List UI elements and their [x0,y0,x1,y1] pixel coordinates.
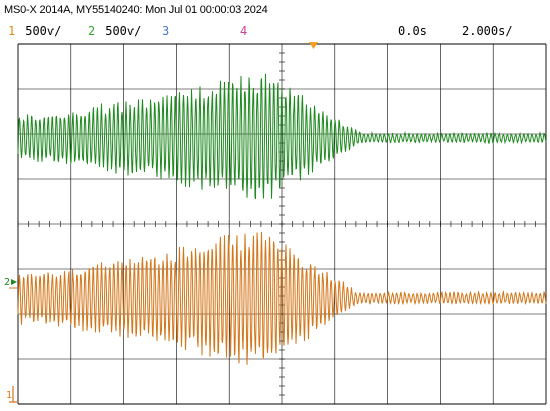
time-delay-readout[interactable]: 0.0s [398,24,427,38]
graticule [17,43,547,405]
waveform-traces [17,73,547,365]
channel-1-marker-label: 1 [6,390,12,401]
channel-2-ground-marker[interactable]: 2 [4,277,17,289]
channel-1-setting[interactable]: 1 500ѵ/ [8,24,61,39]
channel-4-setting[interactable]: 4 [240,24,257,38]
channel-2-marker-label: 2 [4,277,10,288]
channel-2-setting[interactable]: 2 500ѵ/ [88,24,141,39]
channel-2-ground-icon [11,279,17,285]
channel-2-waveform [17,73,547,200]
channel-2-scale: 500ѵ/ [105,24,142,38]
channel-1-ground-icon [9,386,17,403]
channel-3-number: 3 [162,24,170,38]
channel-3-setting[interactable]: 3 [162,24,179,38]
channel-2-number: 2 [88,24,96,38]
status-header: MS0-X 2014A, MY55140240: Mon Jul 01 00:0… [0,0,550,22]
instrument-title: MS0-X 2014A, MY55140240: Mon Jul 01 00:0… [4,4,268,16]
channel-1-ground-marker[interactable]: 1 [6,386,17,403]
channel-bar: 1 500ѵ/ 2 500ѵ/ 3 4 0.0s 2.000s/ [0,21,550,39]
trigger-position-icon [309,42,318,49]
channel-4-number: 4 [240,24,248,38]
trigger-marker[interactable] [309,42,318,49]
channel-1-number: 1 [8,24,16,38]
channel-1-waveform [17,231,547,365]
timebase-readout[interactable]: 2.000s/ [462,24,513,38]
channel-1-scale: 500ѵ/ [25,24,62,38]
